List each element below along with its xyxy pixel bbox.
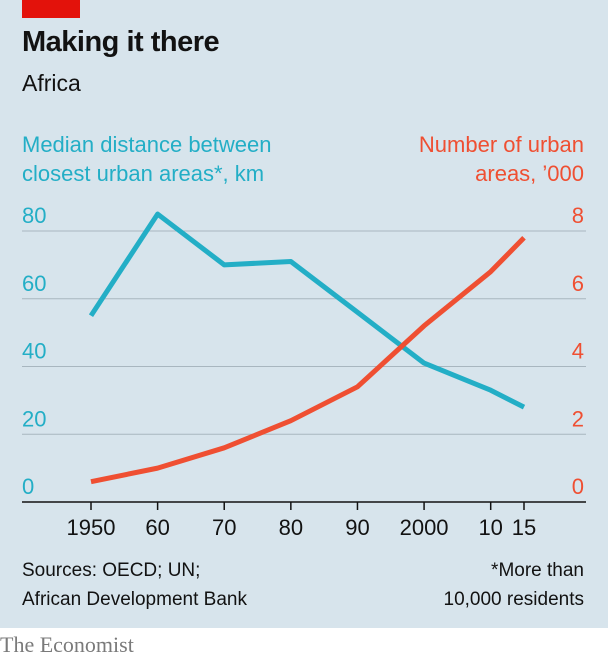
economist-brand: The Economist [0,632,134,657]
right-axis-title-line: Number of urban [418,132,584,157]
brand-red-tab [22,0,80,18]
left-y-tick-label: 0 [22,474,34,499]
left-axis-title-line: Median distance between [22,132,272,157]
left-y-tick-label: 60 [22,271,46,296]
right-axis-title-line: areas, ’000 [475,161,584,186]
left-y-tick-label: 40 [22,339,46,364]
chart-subtitle: Africa [22,70,81,96]
sources-line: African Development Bank [22,589,247,610]
left-axis-title: Median distance between closest urban ar… [22,130,272,188]
left-axis-title-line: closest urban areas*, km [22,161,265,186]
chart-title: Making it there [22,26,220,58]
sources-note: Sources: OECD; UN; African Development B… [22,556,247,614]
distance-series-line [88,211,526,410]
x-tick-label: 70 [212,515,236,540]
x-tick-label: 1950 [67,515,116,540]
x-tick-label: 60 [145,515,169,540]
x-tick-label: 10 [478,515,502,540]
urban-areas-series-line [90,236,526,485]
x-tick-label: 90 [345,515,369,540]
footnote: *More than 10,000 residents [444,556,585,614]
sources-line: Sources: OECD; UN; [22,560,201,581]
left-y-tick-label: 20 [22,406,46,431]
x-tick-label: 2000 [400,515,449,540]
x-tick-label: 15 [512,515,536,540]
right-y-tick-label: 2 [572,406,584,431]
right-y-tick-label: 8 [572,203,584,228]
left-y-tick-label: 80 [22,203,46,228]
right-axis-title: Number of urban areas, ’000 [419,130,584,188]
right-y-tick-label: 0 [572,474,584,499]
line-chart: 0 0 20 2 40 4 60 6 80 8 1950 60 70 80 90 2000 10 15 [22,203,586,540]
chart-card: Making it there Africa Median distance b… [0,0,608,628]
footnote-line: 10,000 residents [443,589,585,610]
footnote-line: *More than [491,560,584,581]
x-tick-label: 80 [279,515,303,540]
right-y-tick-label: 4 [572,339,584,364]
right-y-tick-label: 6 [572,271,584,296]
